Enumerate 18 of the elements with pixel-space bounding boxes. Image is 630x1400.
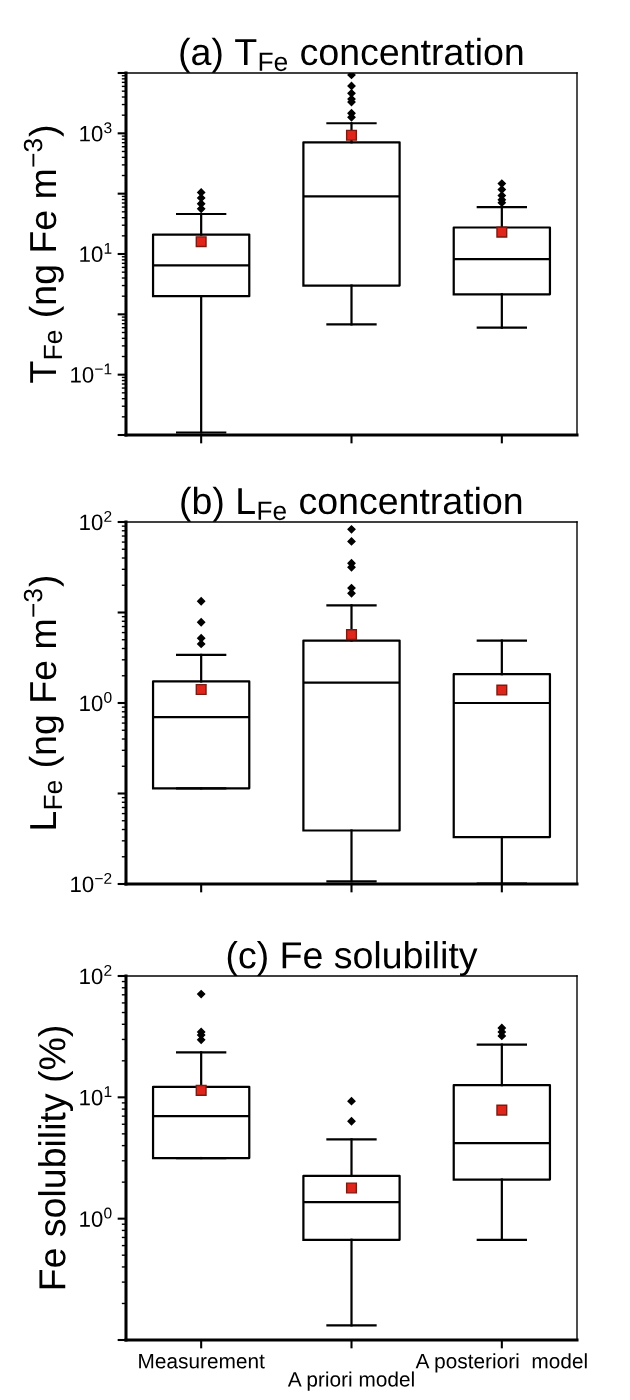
y-tick-label: 10$^{1}$ — [80, 242, 112, 263]
y-tick-label: 10$^{1}$ — [80, 1086, 112, 1106]
y-tick-label: 10$^{0}$ — [80, 1207, 112, 1227]
y-tick-label: 10$^{0}$ — [80, 691, 112, 712]
chart-title: (c) Fe solubility — [227, 941, 478, 976]
y-tick-label: 10$^{2}$ — [80, 510, 112, 531]
y-tick-label: 10$^{2}$ — [80, 964, 112, 985]
x-tick-label: Measurement — [139, 1353, 265, 1369]
x-tick-label: A posteriori model — [415, 1353, 587, 1373]
y-tick-label: 10$^{−2}$ — [71, 872, 112, 893]
y-axis-title: T$_{Fe}$ (ng Fe m$^{−3}$) — [23, 126, 64, 383]
y-axis-title: Fe solubility (%) — [38, 1026, 74, 1289]
y-tick-label: 10$^{−1}$ — [71, 363, 112, 383]
chart-title: (a) T$_{Fe}$ concentration — [180, 37, 523, 73]
chart-title: (b) L$_{Fe}$ concentration — [181, 486, 522, 522]
y-tick-label: 10$^{3}$ — [80, 122, 112, 142]
y-axis-title: L$_{Fe}$ (ng Fe m$^{−3}$) — [23, 576, 64, 829]
x-tick-label: A priori model — [287, 1371, 414, 1391]
